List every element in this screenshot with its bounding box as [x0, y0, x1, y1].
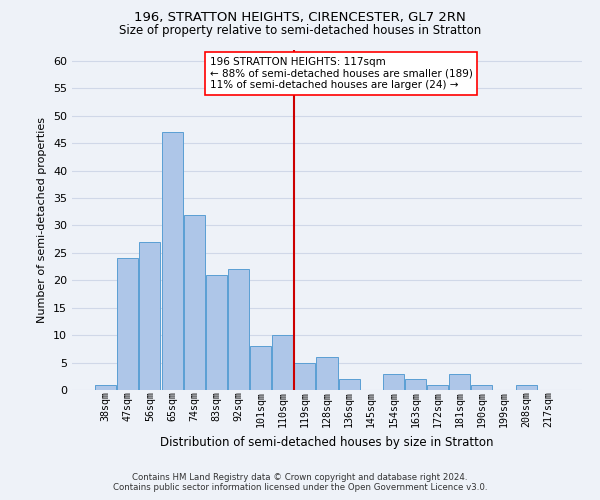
Bar [139, 242, 160, 390]
Bar [272, 335, 293, 390]
Y-axis label: Number of semi-detached properties: Number of semi-detached properties [37, 117, 47, 323]
Bar [338, 379, 359, 390]
Bar [118, 258, 139, 390]
Bar [405, 379, 426, 390]
Text: Size of property relative to semi-detached houses in Stratton: Size of property relative to semi-detach… [119, 24, 481, 37]
Bar [184, 214, 205, 390]
Bar [383, 374, 404, 390]
Bar [515, 384, 536, 390]
Bar [95, 384, 116, 390]
Bar [206, 275, 227, 390]
Bar [228, 270, 249, 390]
Bar [295, 362, 316, 390]
Bar [250, 346, 271, 390]
Bar [316, 357, 338, 390]
X-axis label: Distribution of semi-detached houses by size in Stratton: Distribution of semi-detached houses by … [160, 436, 494, 448]
Bar [161, 132, 182, 390]
Text: 196, STRATTON HEIGHTS, CIRENCESTER, GL7 2RN: 196, STRATTON HEIGHTS, CIRENCESTER, GL7 … [134, 11, 466, 24]
Bar [427, 384, 448, 390]
Text: 196 STRATTON HEIGHTS: 117sqm
← 88% of semi-detached houses are smaller (189)
11%: 196 STRATTON HEIGHTS: 117sqm ← 88% of se… [210, 57, 473, 90]
Bar [472, 384, 493, 390]
Bar [449, 374, 470, 390]
Text: Contains HM Land Registry data © Crown copyright and database right 2024.
Contai: Contains HM Land Registry data © Crown c… [113, 473, 487, 492]
